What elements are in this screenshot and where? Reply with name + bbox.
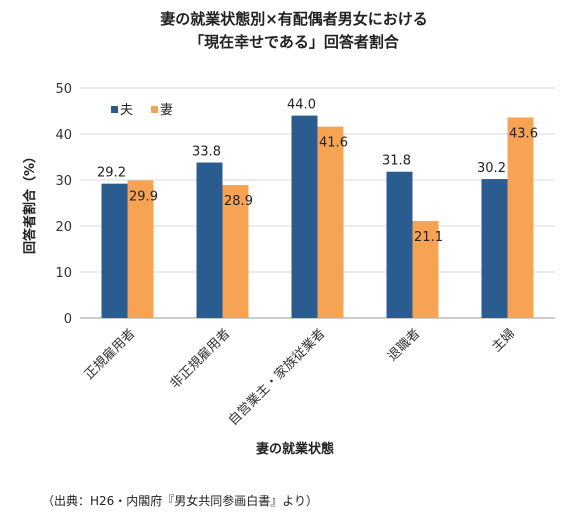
y-tick-label: 10 bbox=[55, 266, 72, 281]
bar-husband-0 bbox=[101, 183, 128, 318]
chart-title-line-2: 「現在幸せである」回答者割合 bbox=[189, 33, 400, 51]
x-tick-label: 退職者 bbox=[385, 326, 423, 364]
data-label-husband-1: 33.8 bbox=[192, 145, 221, 160]
data-label-wife-4: 43.6 bbox=[509, 126, 538, 141]
y-tick-label: 30 bbox=[55, 174, 72, 189]
bars bbox=[101, 115, 534, 318]
y-tick-label: 40 bbox=[55, 128, 72, 143]
data-label-husband-3: 31.8 bbox=[382, 154, 411, 169]
legend-label-wife: 妻 bbox=[160, 103, 173, 118]
bar-wife-4 bbox=[507, 117, 534, 318]
data-label-wife-3: 21.1 bbox=[414, 230, 443, 245]
data-label-wife-2: 41.6 bbox=[319, 136, 348, 151]
source-note: （出典：H26・内閣府『男女共同参画白書』より） bbox=[42, 493, 318, 508]
chart-title-line-1: 妻の就業状態別×有配偶者男女における bbox=[160, 10, 428, 28]
bar-husband-3 bbox=[386, 171, 413, 318]
bar-wife-2 bbox=[317, 126, 344, 318]
x-tick-label: 非正規雇用者 bbox=[167, 326, 233, 392]
data-label-husband-4: 30.2 bbox=[477, 161, 506, 176]
data-label-wife-0: 29.9 bbox=[129, 189, 158, 204]
y-tick-label: 20 bbox=[55, 220, 72, 235]
y-tick-label: 0 bbox=[64, 312, 72, 327]
y-axis-ticks: 0 10 20 30 40 50 bbox=[55, 82, 72, 327]
legend-swatch-husband bbox=[111, 106, 118, 113]
legend: 夫 妻 bbox=[111, 103, 173, 118]
x-tick-label: 自営業主・家族従業者 bbox=[225, 326, 328, 429]
bar-wife-0 bbox=[127, 180, 154, 318]
bar-wife-3 bbox=[412, 220, 439, 318]
bar-husband-2 bbox=[291, 115, 318, 318]
y-tick-label: 50 bbox=[55, 82, 72, 97]
x-tick-label: 主婦 bbox=[489, 326, 519, 356]
data-label-wife-1: 28.9 bbox=[224, 194, 253, 209]
x-tick-label: 正規雇用者 bbox=[81, 326, 138, 383]
legend-label-husband: 夫 bbox=[120, 103, 133, 118]
x-axis-title: 妻の就業状態 bbox=[256, 441, 334, 457]
bar-husband-4 bbox=[481, 179, 508, 318]
data-label-husband-2: 44.0 bbox=[287, 98, 316, 113]
data-labels: 29.229.9 33.8 28.9 44.0 41.6 31.8 21.1 30.2 43.6 bbox=[97, 98, 538, 245]
legend-swatch-wife bbox=[151, 106, 158, 113]
data-label-husband-0: 29.2 bbox=[97, 166, 126, 181]
bar-husband-1 bbox=[196, 162, 223, 318]
bar-wife-1 bbox=[222, 185, 249, 318]
y-axis-title: 回答者割合（%） bbox=[22, 150, 38, 254]
